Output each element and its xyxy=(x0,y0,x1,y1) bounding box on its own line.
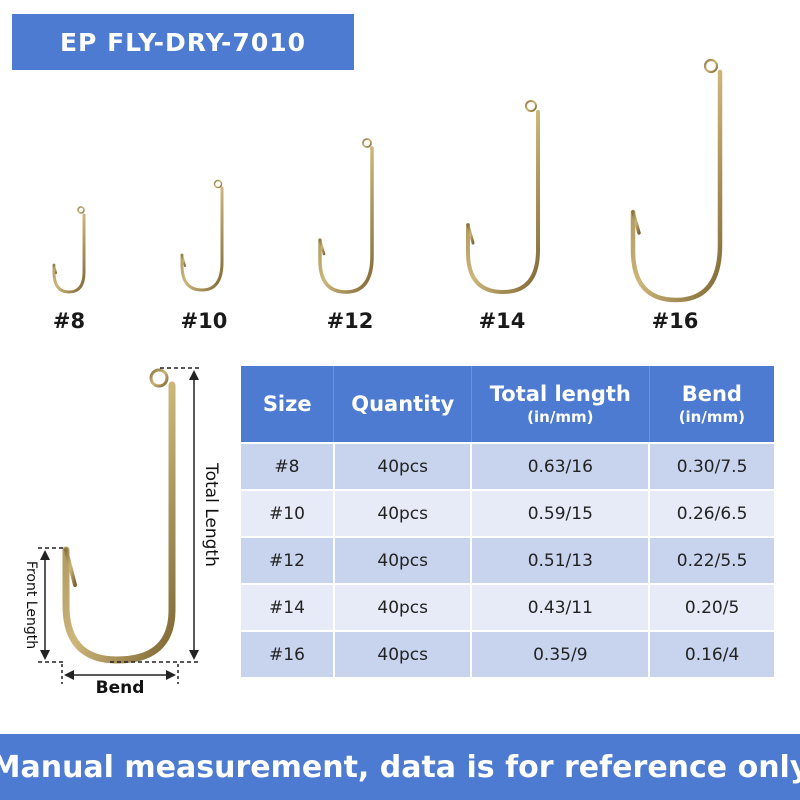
hook-size-label: #8 xyxy=(52,309,86,333)
cell-bend: 0.20/5 xyxy=(649,583,774,631)
cell-size: #12 xyxy=(241,536,335,584)
cell-bend: 0.16/4 xyxy=(649,630,774,677)
hook-8-image xyxy=(52,206,86,294)
diagram-hook-image xyxy=(62,368,176,664)
hook-size-label: #10 xyxy=(180,309,228,333)
header-quantity: Quantity xyxy=(333,366,472,443)
table-header-row: Size Quantity Total length (in/mm) Bend … xyxy=(241,366,774,443)
cell-total-length: 0.43/11 xyxy=(471,583,651,631)
table-row: #14 40pcs 0.43/11 0.20/5 xyxy=(241,583,774,631)
total-length-label: Total Length xyxy=(201,463,221,567)
cell-quantity: 40pcs xyxy=(333,630,473,677)
cell-quantity: 40pcs xyxy=(333,536,473,584)
cell-size: #14 xyxy=(241,583,335,631)
product-title: EP FLY-DRY-7010 xyxy=(12,14,354,70)
hook-size-label: #14 xyxy=(478,309,526,333)
cell-total-length: 0.35/9 xyxy=(471,630,651,677)
dimension-lines xyxy=(38,367,200,684)
cell-size: #16 xyxy=(241,630,335,677)
bend-unit: (in/mm) xyxy=(678,408,745,426)
cell-total-length: 0.51/13 xyxy=(471,536,651,584)
header-bend: Bend (in/mm) xyxy=(649,366,774,443)
size-spec-table: Size Quantity Total length (in/mm) Bend … xyxy=(241,366,774,677)
hook-size-label: #16 xyxy=(651,309,699,333)
hook-14-image xyxy=(466,100,540,295)
hook-10-image xyxy=(180,179,224,292)
cell-total-length: 0.59/15 xyxy=(471,489,651,537)
table-row: #8 40pcs 0.63/16 0.30/7.5 xyxy=(241,442,774,490)
cell-bend: 0.30/7.5 xyxy=(649,442,774,490)
table-row: #12 40pcs 0.51/13 0.22/5.5 xyxy=(241,536,774,584)
cell-size: #8 xyxy=(241,442,335,490)
cell-size: #10 xyxy=(241,489,335,537)
disclaimer-banner: Manual measurement, data is for referenc… xyxy=(0,734,800,800)
cell-quantity: 40pcs xyxy=(333,489,473,537)
table-row: #16 40pcs 0.35/9 0.16/4 xyxy=(241,630,774,677)
cell-bend: 0.26/6.5 xyxy=(649,489,774,537)
hook-size-label: #12 xyxy=(326,309,374,333)
hook-16-image xyxy=(630,58,723,303)
front-length-label: Front Length xyxy=(23,560,39,650)
cell-quantity: 40pcs xyxy=(333,442,473,490)
header-total-length: Total length (in/mm) xyxy=(471,366,650,443)
cell-quantity: 40pcs xyxy=(333,583,473,631)
bend-label: Bend xyxy=(95,678,145,698)
total-length-unit: (in/mm) xyxy=(527,408,594,426)
cell-total-length: 0.63/16 xyxy=(471,442,651,490)
cell-bend: 0.22/5.5 xyxy=(649,536,774,584)
table-row: #10 40pcs 0.59/15 0.26/6.5 xyxy=(241,489,774,537)
hook-12-image xyxy=(318,138,374,294)
header-size: Size xyxy=(241,366,335,443)
